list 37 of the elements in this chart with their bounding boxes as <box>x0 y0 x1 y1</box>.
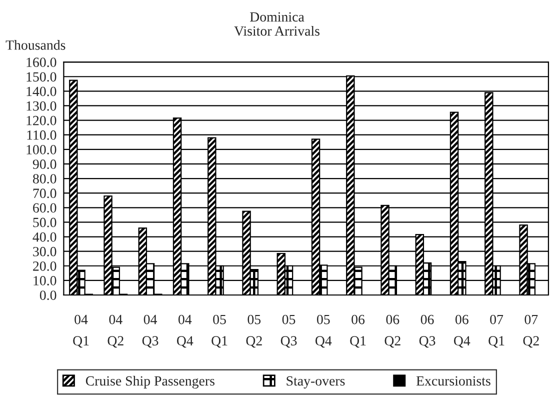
legend-label: Excursionists <box>416 376 490 386</box>
y-tick-label: 30.0 <box>33 246 56 256</box>
y-tick-label: 80.0 <box>32 174 56 184</box>
x-tick-label: 06 Q1 <box>350 314 366 348</box>
y-tick-label: 50.0 <box>33 218 56 228</box>
x-tick-label: 04 Q1 <box>73 314 89 348</box>
y-tick-label: 140.0 <box>26 86 56 96</box>
y-tick-label: 20.0 <box>33 261 56 271</box>
y-tick-label: 70.0 <box>33 188 56 198</box>
y-tick-label: 150.0 <box>26 72 56 82</box>
y-tick-label: 130.0 <box>26 101 56 111</box>
x-tick-label: 06 Q4 <box>454 314 470 348</box>
y-tick-label: 40.0 <box>32 232 56 242</box>
chart-subtitle: Visitor Arrivals <box>234 26 320 36</box>
x-tick-label: 05 Q3 <box>280 314 297 348</box>
x-tick-label: 05 Q4 <box>315 314 332 348</box>
y-tick-label: 120.0 <box>26 116 56 126</box>
y-tick-label: 110.0 <box>27 130 56 140</box>
x-tick-label: 05 Q2 <box>246 314 262 348</box>
x-tick-label: 05 Q1 <box>212 314 228 348</box>
x-tick-label: 07 Q2 <box>523 314 539 348</box>
y-axis-title: Thousands <box>6 40 66 50</box>
y-tick-label: 160.0 <box>26 58 56 68</box>
y-tick-label: 100.0 <box>26 144 56 154</box>
x-tick-label: 04 Q3 <box>142 314 158 348</box>
y-tick-label: 10.0 <box>34 276 56 286</box>
legend-label: Cruise Ship Passengers <box>86 376 214 388</box>
x-tick-label: 06 Q2 <box>384 314 400 348</box>
x-tick-label: 04 Q2 <box>108 314 124 348</box>
chart-title: Dominica <box>250 12 304 22</box>
x-tick-label: 04 Q4 <box>176 314 194 348</box>
y-tick-label: 90.0 <box>32 160 56 169</box>
y-tick-label: 0.0 <box>40 290 56 300</box>
legend-label: Stay-overs <box>286 376 345 388</box>
y-tick-label: 60.0 <box>33 203 56 213</box>
x-tick-label: 06 Q3 <box>419 314 436 348</box>
x-tick-label: 07 Q1 <box>488 314 504 348</box>
